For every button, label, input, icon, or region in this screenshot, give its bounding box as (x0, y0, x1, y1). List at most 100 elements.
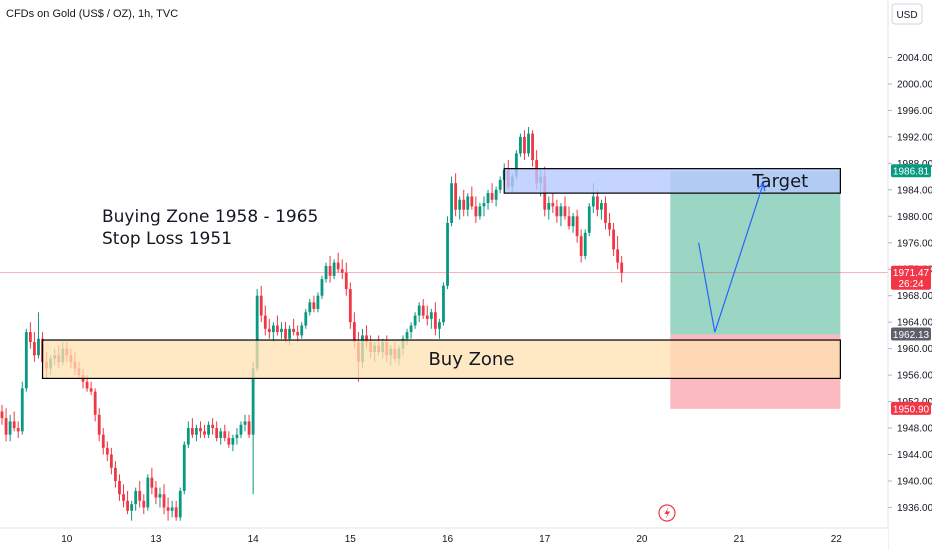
price-tick-label: 1960.00 (897, 344, 932, 355)
price-tick-label: 1980.00 (897, 212, 932, 223)
candle-body (478, 206, 482, 217)
candle-body (207, 424, 210, 435)
candle-body (563, 206, 567, 217)
candle-body (328, 265, 332, 276)
candle-body (336, 262, 340, 270)
price-badge[interactable] (891, 164, 931, 178)
candle-body (450, 183, 453, 223)
candle-body (292, 328, 296, 333)
candle-body (620, 262, 624, 273)
candle-body (600, 203, 603, 210)
candle-body (247, 421, 251, 435)
candle-body (348, 289, 352, 323)
time-tick-label: 22 (831, 534, 843, 545)
price-tick-label: 1968.00 (897, 291, 932, 302)
candle-body (344, 272, 348, 290)
candle-body (263, 315, 267, 329)
candle-body (259, 295, 263, 316)
candle-body (527, 133, 530, 154)
candle-body (243, 421, 247, 425)
price-tick-label: 2000.00 (897, 79, 932, 90)
price-tick-label: 1940.00 (897, 476, 932, 487)
candle-body (37, 338, 40, 356)
candle-body (109, 454, 113, 468)
candle-body (587, 206, 591, 233)
candle-body (458, 199, 462, 210)
annotation-text-line: Buying Zone 1958 - 1965 (102, 207, 318, 227)
candle-body (195, 428, 198, 435)
projection-path[interactable] (698, 183, 764, 333)
candle-body (203, 431, 206, 435)
price-badge-label: 1986.81 (893, 167, 930, 178)
candle-body (579, 236, 583, 256)
candle-body (442, 285, 445, 323)
currency-button[interactable] (891, 3, 923, 25)
candle-body (514, 153, 518, 177)
price-badge-label: 1950.90 (893, 404, 930, 415)
lightning-icon[interactable] (658, 504, 676, 522)
candle-body (8, 421, 12, 435)
price-badge-label: 1962.13 (893, 330, 930, 341)
target-zone-rect[interactable] (503, 168, 841, 194)
candle-body (340, 269, 344, 273)
candle-body (231, 437, 235, 445)
candle-body (178, 490, 182, 518)
candle-body (433, 312, 437, 329)
candle-body (304, 312, 308, 326)
candle-body (89, 388, 93, 392)
candle-body (146, 477, 150, 508)
candle-body (575, 216, 579, 237)
candle-body (142, 500, 146, 508)
candle-body (158, 494, 162, 498)
price-tick-label: 1964.00 (897, 318, 932, 329)
candle-body (223, 431, 227, 438)
candle-body (559, 206, 563, 217)
candle-body (97, 414, 101, 435)
candle-body (567, 216, 571, 227)
candle-body (604, 203, 607, 223)
price-axis[interactable]: 2004.002000.001996.001992.001988.001984.… (887, 0, 932, 550)
candle-body (300, 325, 304, 336)
candle-body (239, 424, 243, 435)
price-badge[interactable] (891, 327, 931, 341)
time-tick-label: 15 (345, 534, 357, 545)
candle-body (255, 295, 259, 369)
candle-body (199, 428, 202, 432)
price-badge-label: 1971.47 (893, 268, 930, 279)
candle-body (118, 480, 121, 495)
candle-body (215, 428, 219, 438)
buy-zone-label: Buy Zone (428, 349, 514, 370)
candle-body (122, 494, 125, 501)
candle-body (0, 411, 4, 419)
price-tick-label: 1976.00 (897, 238, 932, 249)
candle-body (417, 305, 421, 316)
candle-body (162, 494, 166, 508)
candle-body (16, 428, 20, 432)
price-badge[interactable] (891, 401, 931, 415)
candle-body (130, 504, 134, 511)
candle-body (93, 391, 97, 415)
candle-body (134, 490, 138, 505)
price-badge[interactable] (891, 265, 931, 290)
candle-body (591, 196, 595, 207)
candle-body (308, 302, 312, 313)
buy-zone-rect[interactable] (41, 339, 841, 380)
profit-area[interactable] (670, 171, 841, 335)
candle-body (405, 332, 409, 339)
candle-body (114, 467, 117, 481)
candle-body (454, 183, 458, 210)
candle-body (235, 434, 239, 438)
candle-body (4, 418, 8, 435)
time-tick-label: 17 (539, 534, 551, 545)
candle-body (332, 262, 336, 276)
candle-body (583, 232, 587, 256)
candle-body (182, 444, 186, 491)
candle-body (166, 507, 170, 511)
time-axis[interactable]: 10 13 14 15 16 17 20 21 22 (0, 527, 888, 550)
candle-body (470, 196, 474, 207)
candle-body (523, 136, 526, 154)
target-zone-label: Target (752, 171, 809, 192)
candle-body (190, 428, 194, 435)
candle-body (486, 193, 490, 204)
